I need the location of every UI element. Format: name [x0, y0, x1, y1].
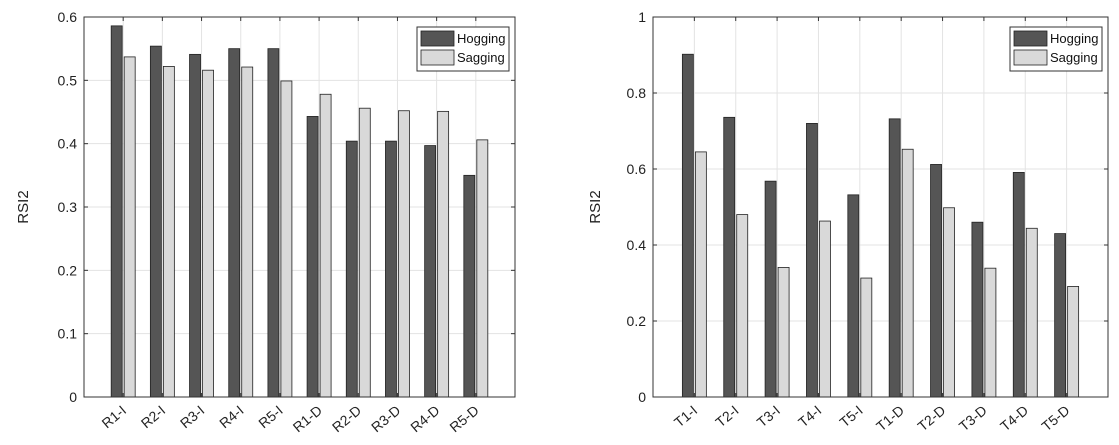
- y-tick-label: 0.8: [627, 85, 647, 101]
- bar-sagging-r2-i: [162, 66, 175, 398]
- bar-hogging-t4-i: [806, 123, 818, 398]
- x-tick-label: R5-I: [255, 402, 286, 431]
- y-tick-label: 1: [638, 9, 646, 25]
- bar-sagging-r1-d: [319, 93, 332, 398]
- legend-label-hogging: Hogging: [457, 31, 505, 46]
- bar-hogging-t1-d: [888, 118, 901, 398]
- bar-hogging-t5-d: [1054, 233, 1067, 398]
- x-tick-label: T2-I: [712, 402, 741, 430]
- y-tick-label: 0.4: [58, 136, 78, 152]
- x-tick-label: T5-I: [836, 402, 865, 430]
- bar-sagging-t1-i: [694, 151, 707, 398]
- bar-hogging-t4-d: [1012, 172, 1025, 398]
- bar-sagging-t3-d: [984, 267, 997, 398]
- x-tick-label: R4-D: [407, 402, 442, 435]
- bar-sagging-r4-d: [437, 110, 450, 398]
- y-tick-label: 0: [69, 389, 77, 405]
- bar-sagging-t4-i: [819, 220, 831, 398]
- y-axis: 0 0.1 0.2 0.3 0.4 0.5 0.6: [58, 9, 515, 405]
- y-tick-label: 0.6: [58, 9, 78, 25]
- bar-sagging-t5-i: [860, 277, 873, 398]
- bar-hogging-r5-i: [267, 48, 280, 398]
- y-axis-title: RSI2: [587, 190, 604, 223]
- legend-swatch-sagging: [1013, 49, 1048, 66]
- y-tick-label: 0.6: [627, 161, 647, 177]
- bar-hogging-t5-i: [847, 194, 860, 398]
- bar-sagging-r4-i: [241, 66, 254, 398]
- chart-right: 0 0.2 0.4 0.6 0.8 1 T1-I T2-I T3-I T4-I T5-I T1-D T2…: [587, 9, 1109, 434]
- bar-hogging-r2-d: [345, 140, 358, 398]
- x-tick-label: R2-D: [329, 402, 364, 435]
- bar-sagging-r5-i: [280, 80, 293, 398]
- x-tick-label: T1-I: [671, 402, 700, 430]
- x-tick-label: T3-D: [956, 402, 990, 434]
- bar-sagging-t5-d: [1067, 286, 1080, 398]
- y-axis: 0 0.2 0.4 0.6 0.8 1: [627, 9, 1108, 405]
- bar-sagging-r5-d: [476, 139, 489, 398]
- plot-area: [653, 17, 1108, 397]
- chart-left: 00.10.20.30.40.50.6R1-I R2-I R3-I R4-I R5-I R…: [15, 9, 516, 435]
- x-tick-label: R5-D: [446, 402, 481, 435]
- bar-hogging-r4-d: [424, 145, 437, 398]
- legend-swatch-hogging: [420, 30, 455, 47]
- bar-hogging-r1-d: [306, 116, 319, 398]
- x-tick-label: T4-D: [997, 402, 1031, 434]
- y-tick-label: 0.2: [58, 262, 78, 278]
- legend-swatch-hogging: [1013, 30, 1048, 47]
- bar-sagging-t2-i: [736, 214, 749, 398]
- bar-hogging-t3-i: [764, 180, 777, 398]
- x-tick-label: R2-I: [138, 402, 169, 431]
- bar-sagging-t3-i: [777, 267, 790, 398]
- y-tick-label: 0: [638, 389, 646, 405]
- bars: [110, 25, 489, 398]
- bar-hogging-r4-i: [228, 48, 241, 398]
- bar-hogging-r1-i: [110, 25, 123, 398]
- x-tick-label: R4-I: [216, 402, 247, 431]
- legend-swatch-sagging: [420, 49, 455, 66]
- bar-sagging-t2-d: [943, 207, 955, 398]
- y-tick-label: 0.2: [627, 313, 647, 329]
- legend: Hogging Sagging: [416, 26, 510, 72]
- x-tick-label: T3-I: [754, 402, 783, 430]
- bar-sagging-r2-d: [358, 107, 371, 398]
- bars: [681, 53, 1080, 398]
- axes-box: [652, 16, 1109, 398]
- bar-hogging-t1-i: [681, 53, 694, 398]
- bar-hogging-t2-d: [930, 164, 942, 398]
- bar-sagging-r3-d: [398, 110, 410, 398]
- x-tick-label: T2-D: [914, 402, 948, 434]
- legend-label-hogging: Hogging: [1050, 31, 1098, 46]
- legend-label-sagging: Sagging: [457, 50, 505, 65]
- x-tick-label: R3-D: [368, 402, 403, 435]
- bar-hogging-r2-i: [149, 45, 162, 398]
- x-tick-label: R1-D: [290, 402, 325, 435]
- bar-sagging-r1-i: [123, 56, 136, 398]
- y-tick-label: 0.3: [58, 199, 78, 215]
- y-tick-label: 0.1: [58, 326, 78, 342]
- x-tick-label: R1-I: [99, 402, 130, 431]
- legend-label-sagging: Sagging: [1050, 50, 1098, 65]
- bar-sagging-r3-i: [202, 69, 214, 398]
- bar-hogging-r3-i: [189, 53, 201, 398]
- y-axis-title: RSI2: [15, 190, 32, 223]
- legend: Hogging Sagging: [1009, 26, 1103, 72]
- x-tick-label: R3-I: [177, 402, 208, 431]
- bar-sagging-t4-d: [1025, 227, 1038, 398]
- y-tick-label: 0.4: [627, 237, 647, 253]
- y-tick-label: 0.5: [58, 72, 78, 88]
- bar-hogging-t2-i: [723, 116, 736, 398]
- x-tick-label: T1-D: [873, 402, 907, 434]
- x-tick-label: T5-D: [1038, 402, 1072, 434]
- bar-hogging-r3-d: [385, 140, 397, 398]
- bar-hogging-t3-d: [971, 221, 984, 398]
- x-tick-label: T4-I: [795, 402, 824, 430]
- bar-sagging-t1-d: [901, 148, 914, 398]
- bar-hogging-r5-d: [463, 174, 476, 398]
